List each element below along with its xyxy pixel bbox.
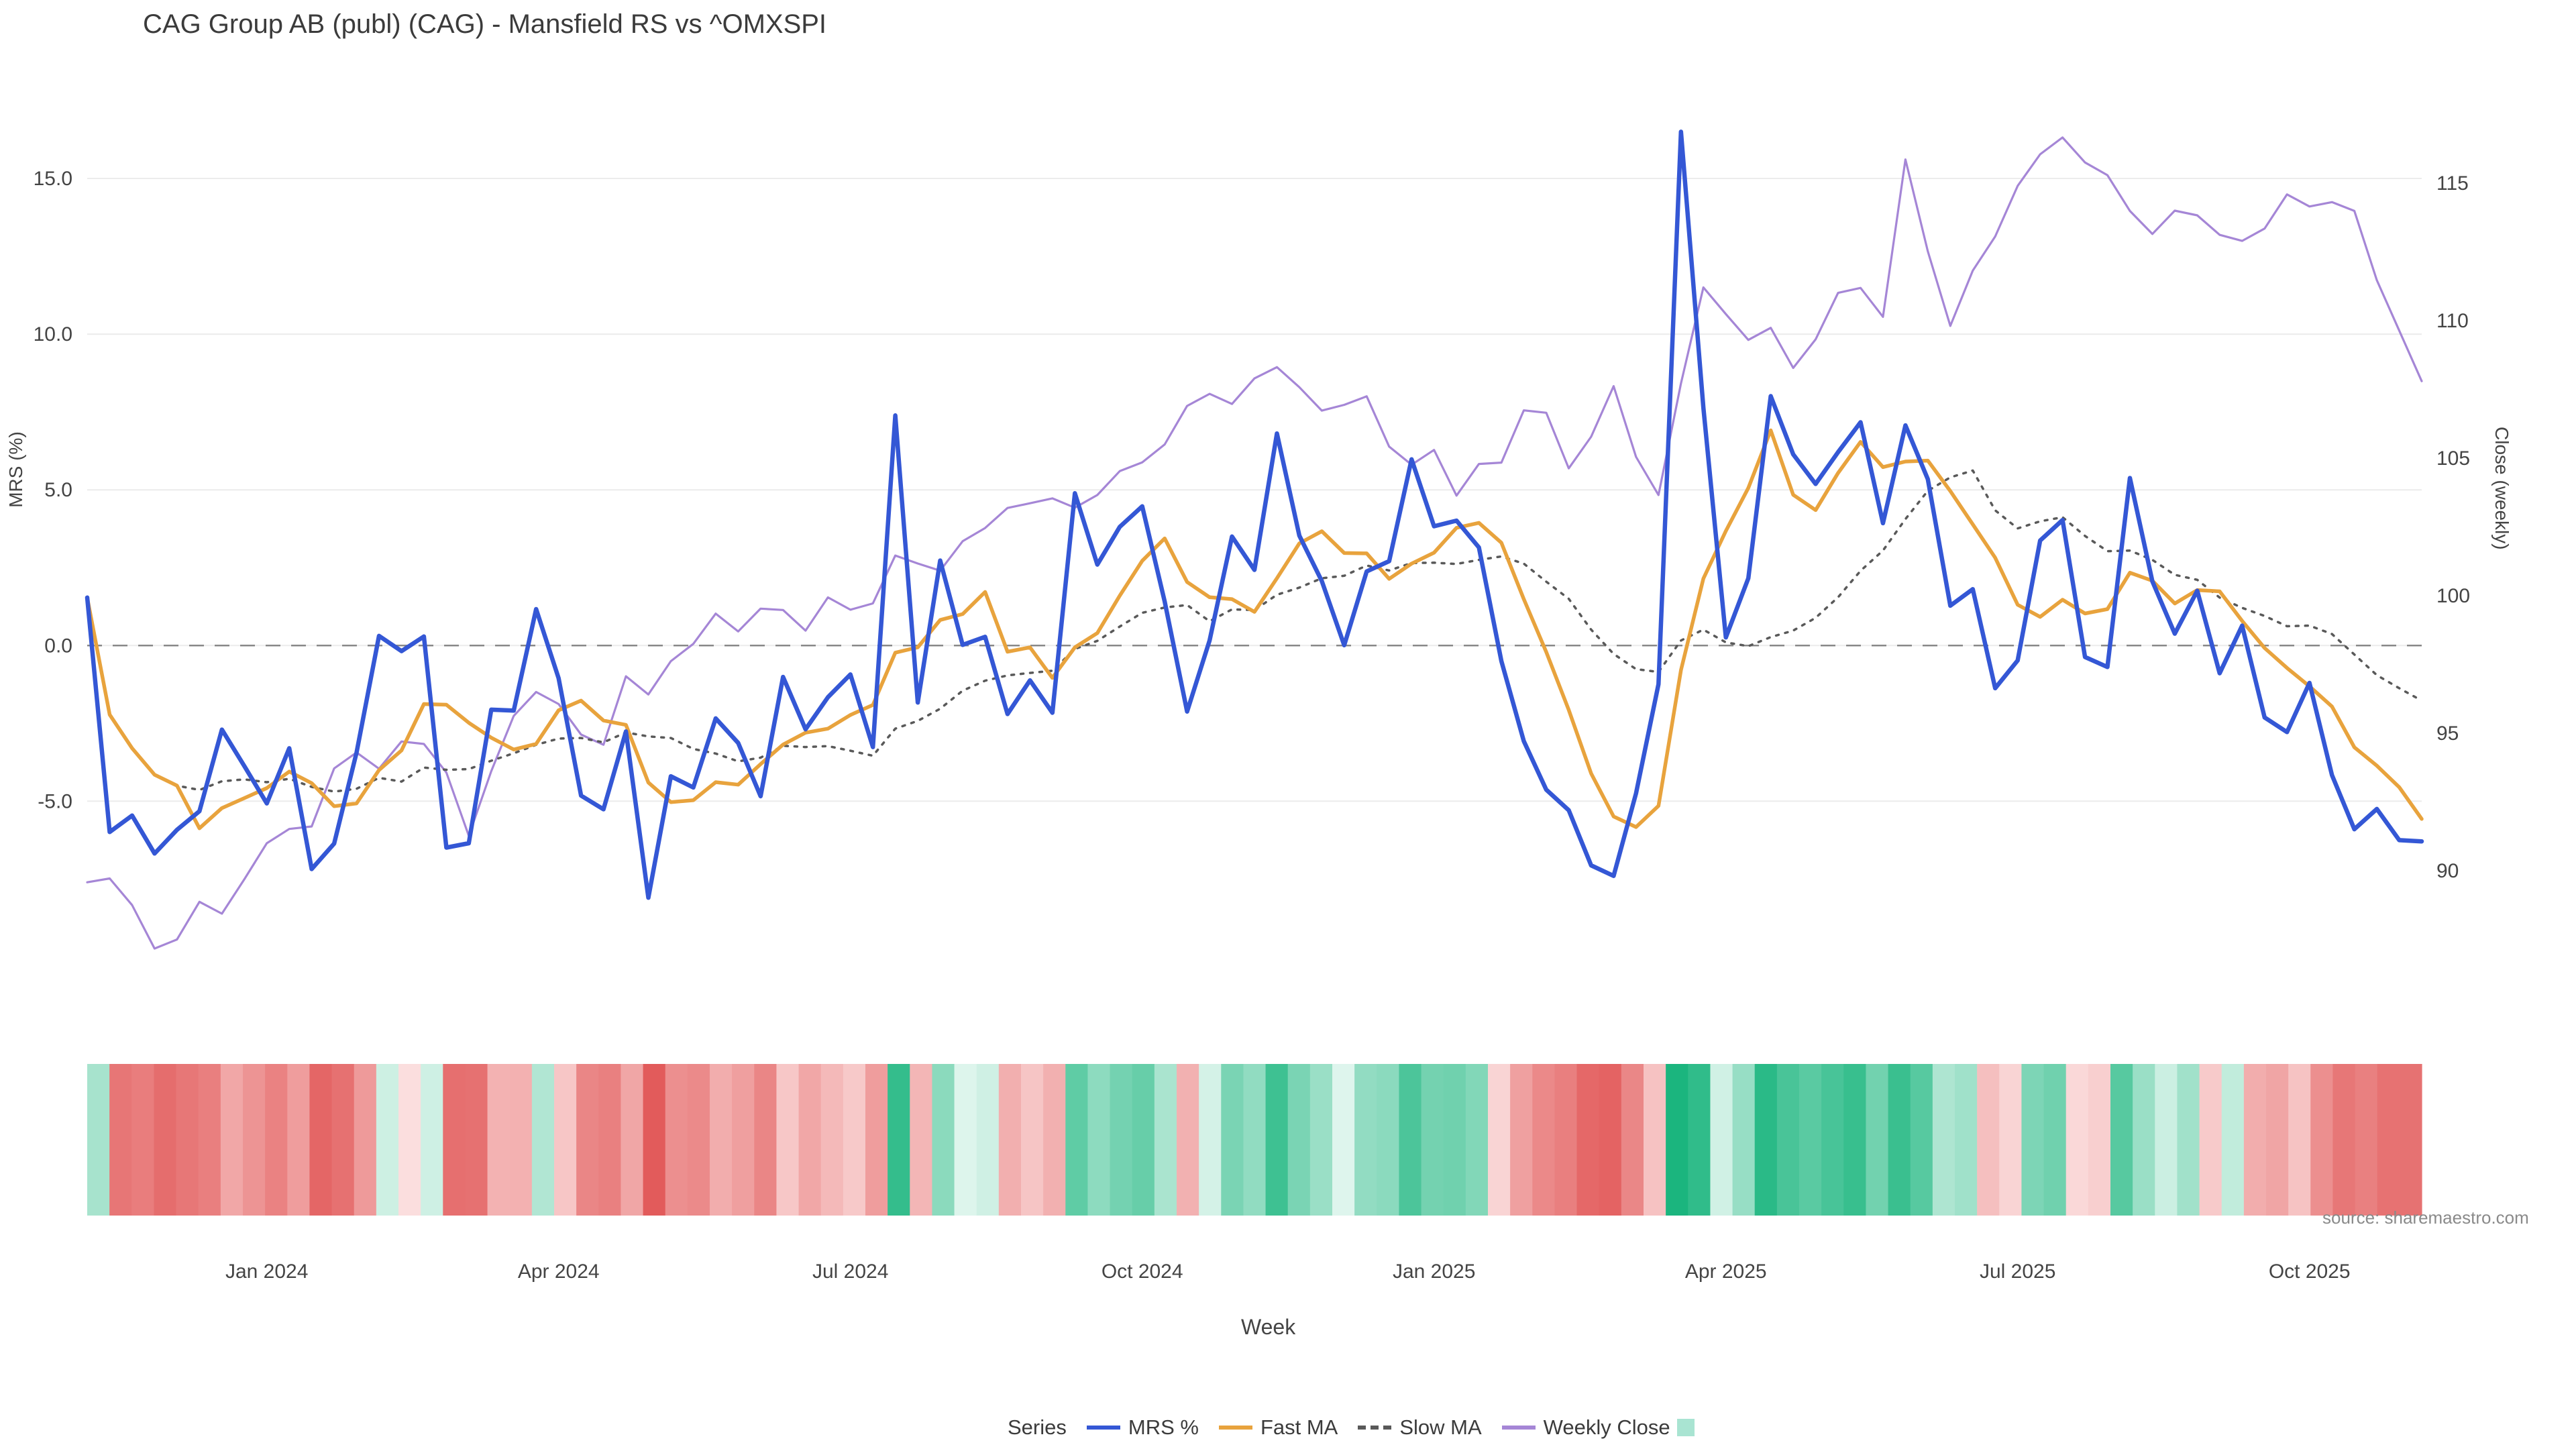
svg-text:Oct 2024: Oct 2024 xyxy=(1102,1260,1183,1283)
svg-text:105: 105 xyxy=(2436,447,2470,470)
svg-text:-5.0: -5.0 xyxy=(38,790,72,812)
svg-text:Jan 2025: Jan 2025 xyxy=(1393,1260,1475,1283)
svg-text:110: 110 xyxy=(2436,310,2469,332)
svg-text:Oct 2025: Oct 2025 xyxy=(2269,1260,2351,1283)
svg-text:Apr 2024: Apr 2024 xyxy=(518,1260,600,1283)
svg-text:115: 115 xyxy=(2436,172,2469,195)
svg-text:Apr 2025: Apr 2025 xyxy=(1685,1260,1767,1283)
svg-text:Jan 2024: Jan 2024 xyxy=(225,1260,308,1283)
svg-text:0.0: 0.0 xyxy=(44,635,72,657)
svg-text:15.0: 15.0 xyxy=(34,168,72,190)
svg-text:10.0: 10.0 xyxy=(34,323,72,345)
svg-text:Jul 2025: Jul 2025 xyxy=(1980,1260,2055,1283)
svg-text:Jul 2024: Jul 2024 xyxy=(812,1260,888,1283)
svg-text:90: 90 xyxy=(2436,860,2459,882)
svg-text:5.0: 5.0 xyxy=(44,479,72,501)
svg-text:100: 100 xyxy=(2436,585,2470,607)
svg-text:95: 95 xyxy=(2436,722,2459,745)
